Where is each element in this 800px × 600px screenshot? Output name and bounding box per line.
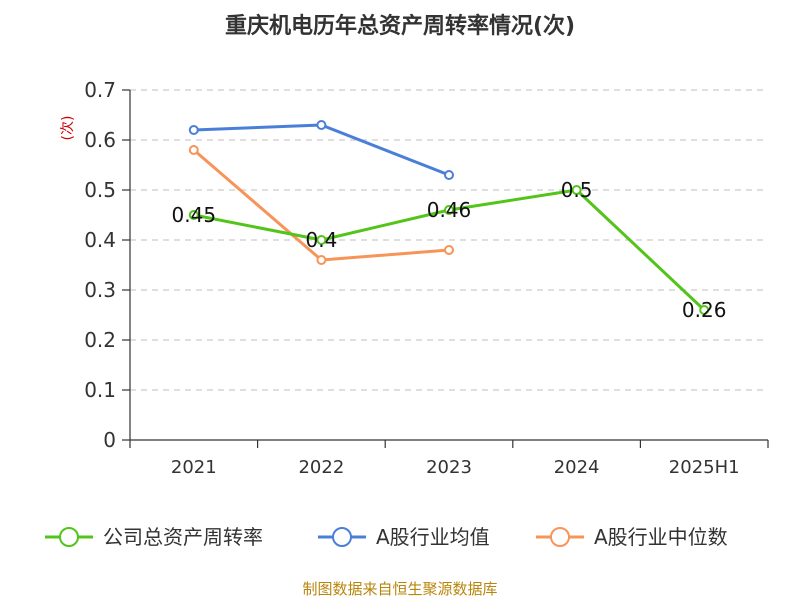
data-point <box>444 205 454 215</box>
data-point <box>571 185 582 195</box>
y-tick-label: 0.1 <box>84 378 116 402</box>
series-line <box>193 123 450 177</box>
grid <box>130 89 768 391</box>
data-label: 0.5 <box>561 178 593 202</box>
data-point <box>444 170 454 180</box>
data-point <box>316 120 327 130</box>
y-tick-label: 0 <box>103 428 116 452</box>
axes: 0 0.1 0.2 0.3 0.4 0.5 0.6 0.7 2021 2022 2023 2024 20… <box>84 78 769 478</box>
x-tick-label: 2022 <box>298 457 344 478</box>
legend-marker <box>59 527 79 547</box>
y-tick-label: 0.2 <box>84 328 116 352</box>
legend-marker <box>550 527 570 547</box>
y-tick-label: 0.7 <box>84 78 116 102</box>
x-tick-label: 2025H1 <box>669 457 740 478</box>
y-tick-label: 0.5 <box>84 178 116 202</box>
series-lines <box>188 120 710 315</box>
data-point <box>188 125 199 135</box>
x-tick-label: 2024 <box>554 457 600 478</box>
data-label: 0.4 <box>305 228 337 252</box>
y-tick-label: 0.3 <box>84 278 116 302</box>
legend-label: A股行业均值 <box>376 525 490 549</box>
data-point <box>316 255 327 265</box>
x-tick-label: 2021 <box>171 457 217 478</box>
chart-title: 重庆机电历年总资产周转率情况(次) <box>225 13 575 39</box>
data-point <box>188 210 199 220</box>
source-note: 制图数据来自恒生聚源数据库 <box>302 580 497 598</box>
data-labels: 0.45 0.4 0.46 0.5 0.26 <box>172 178 727 322</box>
x-tick-label: 2023 <box>426 457 472 478</box>
y-tick-label: 0.4 <box>84 228 116 252</box>
data-label: 0.46 <box>427 198 472 222</box>
legend-label: A股行业中位数 <box>594 525 728 549</box>
data-point <box>316 235 327 245</box>
data-point <box>444 245 454 255</box>
data-label: 0.45 <box>172 203 217 227</box>
legend-marker <box>332 527 352 547</box>
data-label: 0.26 <box>682 298 727 322</box>
data-point <box>188 145 199 155</box>
y-axis-label: (次) <box>60 116 76 141</box>
legend: 公司总资产周转率 A股行业均值 A股行业中位数 <box>45 525 728 549</box>
data-point <box>699 305 710 315</box>
legend-label: 公司总资产周转率 <box>103 525 263 549</box>
y-tick-label: 0.6 <box>84 128 116 152</box>
